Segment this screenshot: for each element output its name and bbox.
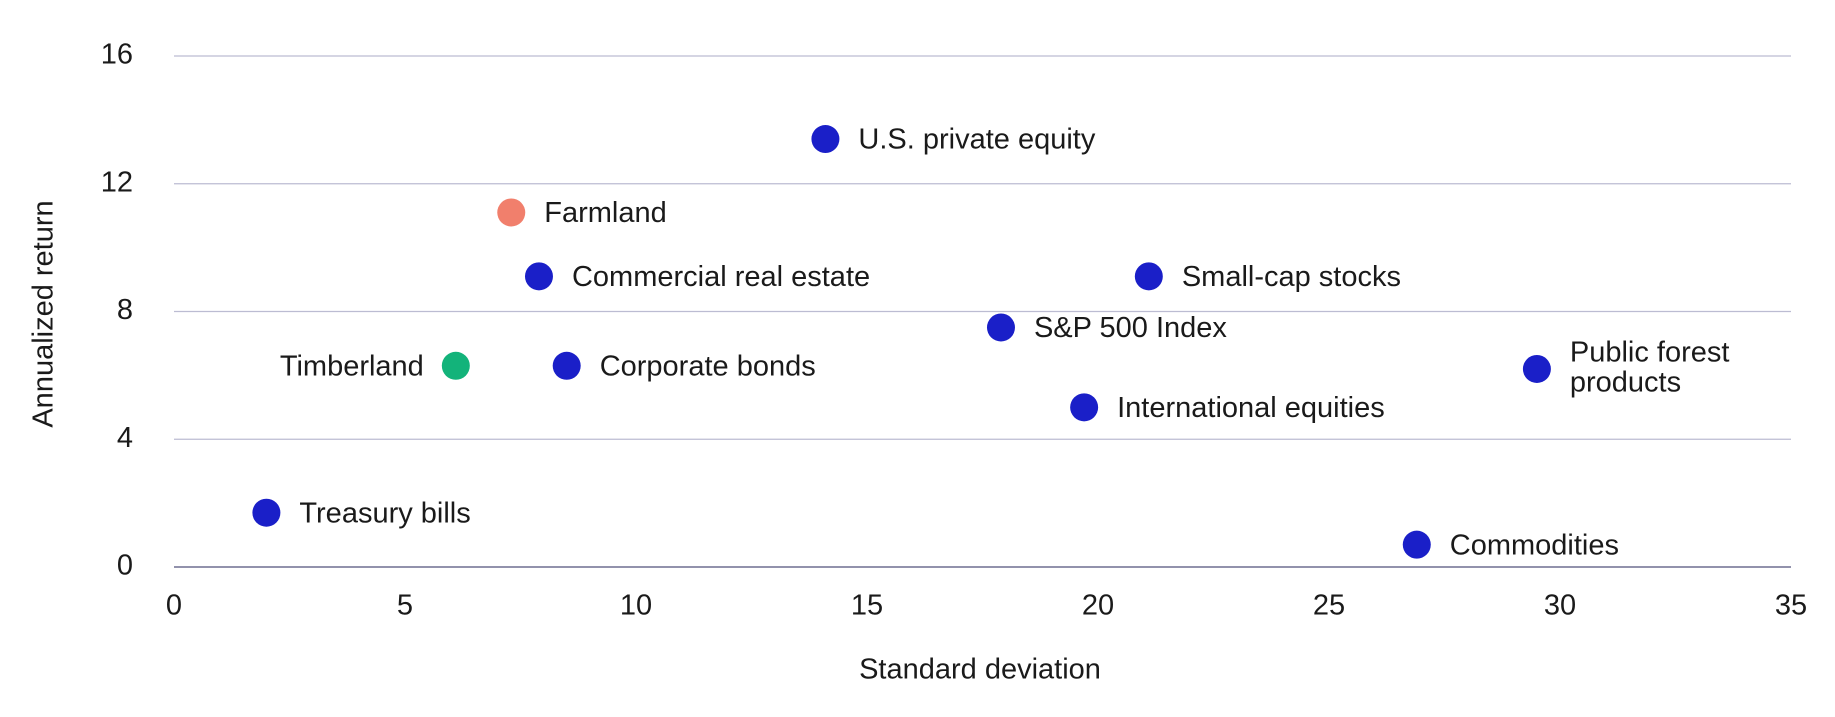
point-label: International equities (1117, 392, 1385, 424)
x-tick-label: 5 (397, 590, 413, 622)
point-label: Public forest (1570, 337, 1730, 369)
point (811, 125, 840, 154)
point (524, 262, 553, 291)
point-label: Timberland (280, 350, 424, 382)
point (441, 351, 470, 380)
x-tick-label: 0 (166, 590, 182, 622)
point-label: Farmland (544, 197, 667, 229)
y-tick-label: 0 (117, 550, 133, 582)
point (986, 313, 1015, 342)
point-label: Commercial real estate (572, 261, 870, 293)
point-label: Small-cap stocks (1182, 261, 1401, 293)
point (1522, 354, 1551, 383)
y-axis-title: Annualized return (28, 200, 60, 427)
point (1402, 530, 1431, 559)
point-label: Commodities (1450, 529, 1619, 561)
point (1070, 393, 1099, 422)
point-label: Corporate bonds (600, 350, 816, 382)
point (497, 198, 526, 227)
x-tick-label: 20 (1082, 590, 1114, 622)
y-tick-label: 4 (117, 422, 133, 454)
x-tick-label: 35 (1775, 590, 1807, 622)
point-label: U.S. private equity (858, 124, 1095, 156)
y-tick-label: 16 (101, 39, 133, 71)
point (1134, 262, 1163, 291)
x-tick-label: 25 (1313, 590, 1345, 622)
x-tick-label: 30 (1544, 590, 1576, 622)
x-tick-label: 10 (620, 590, 652, 622)
y-tick-label: 8 (117, 294, 133, 326)
point-label: products (1570, 367, 1681, 399)
y-tick-label: 12 (101, 166, 133, 198)
point-label: S&P 500 Index (1034, 312, 1227, 344)
x-axis-title: Standard deviation (859, 654, 1101, 686)
point (552, 351, 581, 380)
point (252, 498, 281, 527)
point-label: Treasury bills (299, 497, 470, 529)
x-tick-label: 15 (851, 590, 883, 622)
